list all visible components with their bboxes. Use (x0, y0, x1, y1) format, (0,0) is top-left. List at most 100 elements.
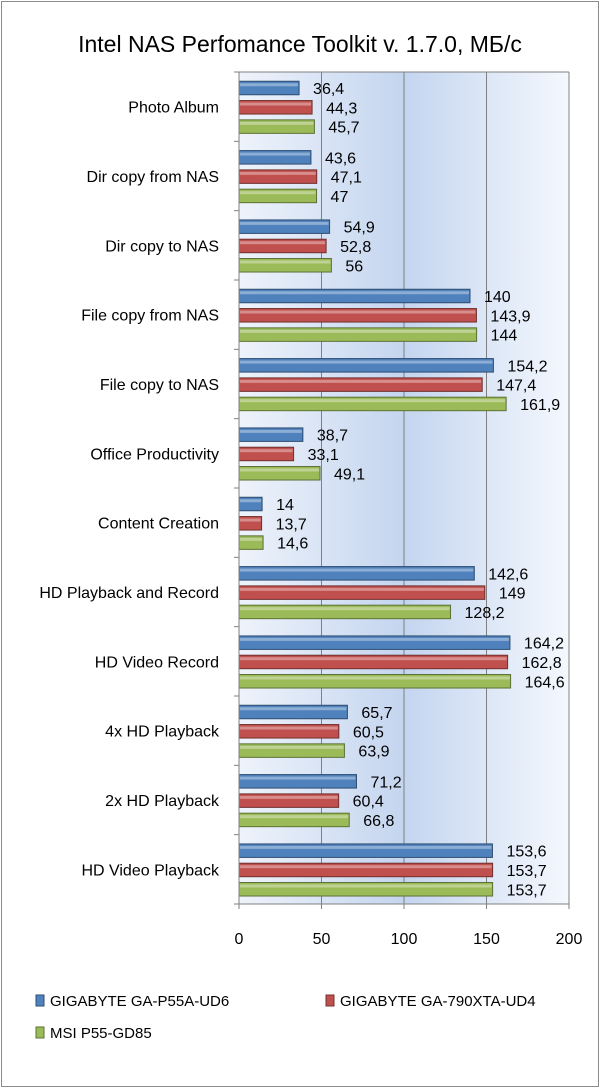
bar-highlight (240, 607, 450, 611)
legend: GIGABYTE GA-P55A-UD6 GIGABYTE GA-790XTA-U… (35, 993, 536, 1042)
bar-highlight (240, 587, 484, 591)
category-label: File copy from NAS (81, 308, 219, 325)
data-label: 147,4 (496, 378, 536, 395)
bar-highlight (240, 102, 312, 106)
bar-highlight (240, 399, 506, 403)
bar-highlight (240, 568, 474, 572)
x-tick-label: 150 (473, 931, 500, 948)
data-label: 66,8 (363, 813, 394, 830)
data-label: 144 (491, 328, 518, 345)
data-label: 154,2 (507, 358, 547, 375)
bar-highlight (240, 171, 316, 175)
bar-highlight (240, 468, 320, 472)
bar-highlight (240, 429, 302, 433)
data-label: 38,7 (317, 428, 348, 445)
bar-highlight (240, 537, 263, 541)
bar-highlight (240, 745, 344, 749)
data-label: 164,2 (524, 636, 564, 653)
legend-swatch (325, 994, 335, 1007)
data-label: 52,8 (340, 239, 371, 256)
bar-highlight (240, 499, 262, 503)
data-label: 33,1 (308, 447, 339, 464)
bar-highlight (240, 676, 510, 680)
data-label: 36,4 (313, 81, 344, 98)
category-label: Photo Album (128, 100, 219, 117)
bar-highlight (240, 707, 347, 711)
data-label: 60,4 (353, 794, 384, 811)
x-tick-label: 50 (313, 931, 331, 948)
category-label: HD Video Record (95, 654, 219, 671)
labels: 0 50 100 150 200 Photo Album Dir copy from NAS… (39, 81, 582, 948)
bar-highlight (240, 291, 469, 295)
bar-highlight (240, 776, 356, 780)
data-label: 45,7 (328, 120, 359, 137)
bar-highlight (240, 726, 338, 730)
category-label: Content Creation (98, 516, 219, 533)
bars (238, 80, 512, 897)
bar-highlight (240, 845, 492, 849)
legend-label: GIGABYTE GA-790XTA-UD4 (340, 993, 536, 1010)
bar-highlight (240, 191, 316, 195)
data-label: 161,9 (520, 397, 560, 414)
bar-highlight (240, 360, 493, 364)
data-label: 128,2 (465, 605, 505, 622)
category-label: 2x HD Playback (105, 793, 220, 810)
x-tick-label: 200 (556, 931, 583, 948)
category-label: HD Video Playback (81, 862, 220, 879)
data-label: 49,1 (334, 466, 365, 483)
data-label: 140 (484, 289, 511, 306)
category-label: File copy to NAS (100, 377, 219, 394)
data-label: 47 (331, 189, 349, 206)
data-label: 47,1 (331, 170, 362, 187)
bar-highlight (240, 221, 329, 225)
data-label: 164,6 (525, 674, 565, 691)
category-label: 4x HD Playback (105, 724, 220, 741)
data-label: 14 (276, 497, 294, 514)
data-label: 142,6 (488, 566, 528, 583)
data-label: 56 (345, 258, 363, 275)
data-label: 65,7 (361, 705, 392, 722)
bar-highlight (240, 815, 349, 819)
data-label: 60,5 (353, 724, 384, 741)
category-label: Office Productivity (90, 446, 219, 463)
legend-label: MSI P55-GD85 (50, 1025, 152, 1042)
category-label: Dir copy from NAS (87, 169, 219, 186)
bar-highlight (240, 518, 261, 522)
data-label: 71,2 (370, 774, 401, 791)
category-label: HD Playback and Record (39, 585, 219, 602)
bar-highlight (240, 884, 492, 888)
legend-swatch (35, 994, 45, 1007)
bar-highlight (240, 241, 326, 245)
bar-highlight (240, 657, 507, 661)
legend-label: GIGABYTE GA-P55A-UD6 (50, 993, 229, 1010)
data-label: 153,7 (507, 882, 547, 899)
data-label: 14,6 (277, 536, 308, 553)
data-label: 153,6 (506, 844, 546, 861)
bar-highlight (240, 152, 310, 156)
axes (234, 71, 570, 909)
data-label: 143,9 (490, 308, 530, 325)
x-tick-label: 100 (391, 931, 418, 948)
bar-highlight (240, 637, 509, 641)
bar-highlight (240, 83, 299, 87)
data-label: 13,7 (276, 516, 307, 533)
data-label: 54,9 (344, 220, 375, 237)
legend-swatch (35, 1026, 45, 1039)
data-label: 153,7 (507, 863, 547, 880)
bar-highlight (240, 379, 482, 383)
data-label: 63,9 (358, 744, 389, 761)
bar-highlight (240, 865, 492, 869)
bar-highlight (240, 310, 476, 314)
data-label: 149 (499, 586, 526, 603)
x-tick-label: 0 (235, 931, 244, 948)
bar-highlight (240, 449, 293, 453)
bar-highlight (240, 329, 476, 333)
category-label: Dir copy to NAS (105, 238, 219, 255)
bar-highlight (240, 260, 331, 264)
bar-highlight (240, 795, 338, 799)
data-label: 44,3 (326, 100, 357, 117)
chart-title: Intel NAS Perfomance Toolkit v. 1.7.0, М… (78, 31, 522, 57)
bar-highlight (240, 121, 314, 125)
data-label: 162,8 (522, 655, 562, 672)
